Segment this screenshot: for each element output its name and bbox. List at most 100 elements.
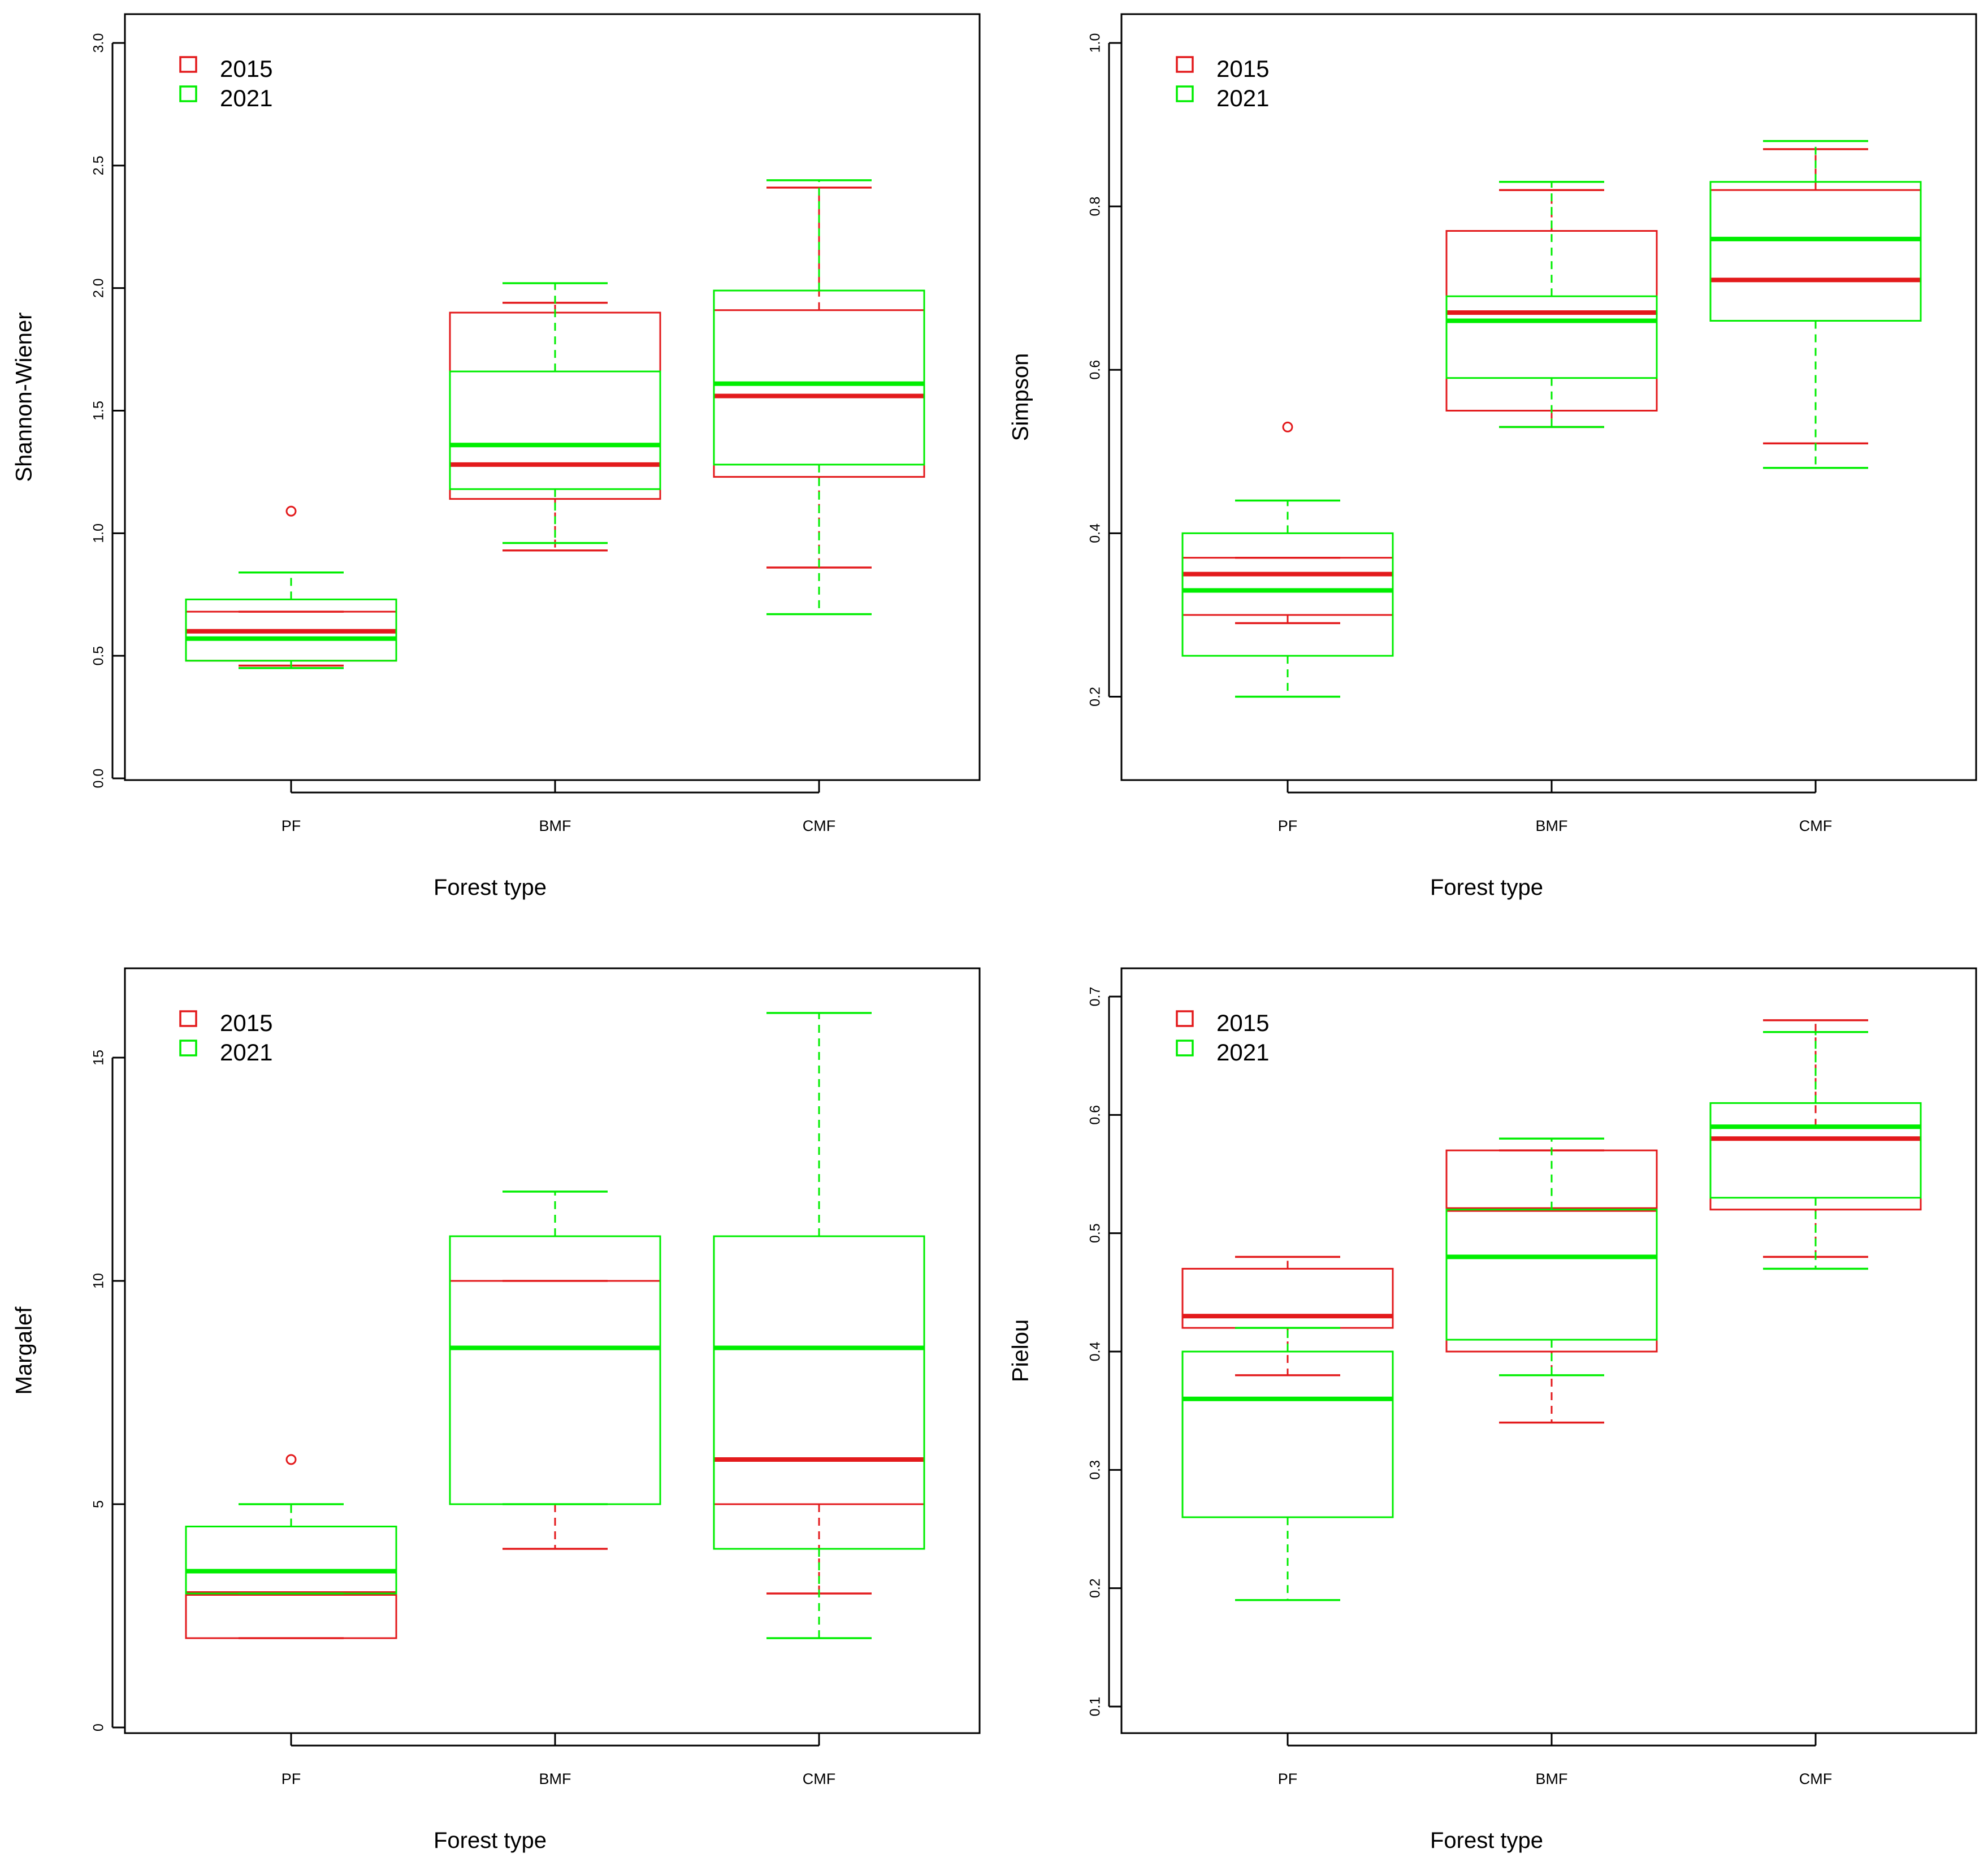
iqr-box [449,370,661,490]
y-axis-title: Margalef [12,1306,37,1395]
x-tick-label-pf: PF [281,1770,301,1787]
legend-label-2015: 2015 [220,1010,272,1036]
legend-swatch-2021 [179,1040,197,1056]
outlier-point [285,505,297,517]
legend-swatch-2015 [179,1010,197,1027]
y-tick-label: 0.3 [1088,1460,1103,1480]
y-tick-label: 0.7 [1088,987,1103,1007]
y-axis-title: Simpson [1008,353,1033,441]
iqr-box [713,309,925,478]
y-tick-label: 0 [91,1724,107,1731]
x-tick-label-cmf: CMF [1799,817,1832,834]
iqr-box [1181,532,1394,657]
iqr-box [1181,557,1394,616]
y-tick-label: 0.4 [1088,523,1103,543]
box-2021-cmf [1709,1031,1922,1270]
box-2015-cmf [713,1457,925,1595]
legend-swatch-2015 [1176,56,1194,73]
iqr-box [1445,295,1658,379]
legend-label-2021: 2021 [1216,1039,1269,1066]
y-tick-label: 0.5 [1088,1223,1103,1243]
y-tick-label: 15 [91,1050,107,1066]
x-tick-label-cmf: CMF [1799,1770,1832,1787]
box-2021-pf [185,1503,397,1595]
iqr-box [713,289,925,466]
y-tick-label: 0.5 [91,646,107,666]
y-tick-label: 3.0 [91,33,107,53]
box-2021-bmf [449,1190,661,1505]
iqr-box [1181,1350,1394,1518]
legend-label-2021: 2021 [220,85,272,111]
x-tick-label-bmf: BMF [1536,1770,1568,1787]
box-2021-bmf [1445,180,1658,428]
box-2015-cmf [1709,148,1922,445]
iqr-box [185,598,397,662]
legend-swatch-2015 [1176,1010,1194,1027]
legend-label-2021: 2021 [1216,85,1269,111]
iqr-box [449,1235,661,1505]
legend-label-2015: 2015 [1216,55,1269,82]
x-axis-title: Forest type [1430,875,1543,900]
iqr-box [713,1235,925,1550]
y-tick-label: 0.8 [1088,197,1103,216]
x-tick-label-bmf: BMF [1536,817,1568,834]
box-2015-pf [185,1454,397,1639]
box-2015-pf [185,505,397,667]
y-tick-label: 1.0 [1088,33,1103,53]
box-2015-pf [1181,421,1394,625]
y-tick-label: 0.0 [91,769,107,789]
plot-frame [124,967,981,1734]
iqr-box [1709,189,1922,322]
y-tick-label: 0.6 [1088,1105,1103,1125]
iqr-box [185,1526,397,1595]
y-tick-label: 2.0 [91,278,107,298]
iqr-box [1709,181,1922,322]
box-2015-pf [1181,1255,1394,1376]
plot-frame [1120,13,1977,781]
legend-label-2021: 2021 [220,1039,272,1066]
box-2021-pf [185,571,397,669]
legend-swatch-2021 [179,85,197,102]
y-tick-label: 0.6 [1088,360,1103,380]
y-tick-label: 10 [91,1273,107,1289]
box-2021-cmf [713,1012,925,1639]
box-2015-bmf [449,1280,661,1550]
plot-frame [124,13,981,781]
box-2021-pf [1181,499,1394,698]
legend-label-2015: 2015 [1216,1010,1269,1036]
legend-swatch-2015 [179,56,197,73]
iqr-box [185,610,397,662]
iqr-box [185,1592,397,1639]
x-tick-label-pf: PF [281,817,301,834]
x-tick-label-pf: PF [1278,817,1298,834]
box-2021-bmf [1445,1137,1658,1376]
y-axis-title: Shannon-Wiener [12,312,37,482]
x-tick-label-cmf: CMF [803,817,835,834]
y-tick-label: 1.0 [91,523,107,543]
x-tick-label-bmf: BMF [539,1770,571,1787]
chart-panel-pielou: 0.1 0.2 0.3 0.4 0.5 0.6 0.7 Pielou PF BMF CMF Fores… [1008,967,1977,1853]
x-axis-title: Forest type [434,875,547,900]
iqr-box [1181,1267,1394,1329]
chart-panel-simpson: 0.2 0.4 0.6 0.8 1.0 Simpson PF BMF CMF Forest typ… [1008,13,1977,900]
outlier-point [1282,421,1293,432]
y-tick-label: 2.5 [91,155,107,175]
iqr-box [1445,1209,1658,1341]
y-tick-label: 0.2 [1088,687,1103,707]
y-tick-label: 0.2 [1088,1578,1103,1598]
iqr-box [449,1280,661,1505]
y-tick-label: 0.1 [1088,1697,1103,1717]
chart-panel-shannon-wiener: 0.0 0.5 1.0 1.5 2.0 2.5 3.0 Shannon-Wiener PF BMF… [12,13,981,900]
y-tick-label: 0.4 [1088,1342,1103,1362]
y-tick-label: 1.5 [91,401,107,421]
x-tick-label-cmf: CMF [803,1770,835,1787]
x-tick-label-pf: PF [1278,1770,1298,1787]
x-axis-title: Forest type [1430,1828,1543,1853]
box-2021-cmf [1709,140,1922,469]
x-axis-title: Forest type [434,1828,547,1853]
legend-swatch-2021 [1176,85,1194,102]
box-2021-cmf [713,179,925,616]
iqr-box [713,1458,925,1505]
box-2021-bmf [449,282,661,544]
